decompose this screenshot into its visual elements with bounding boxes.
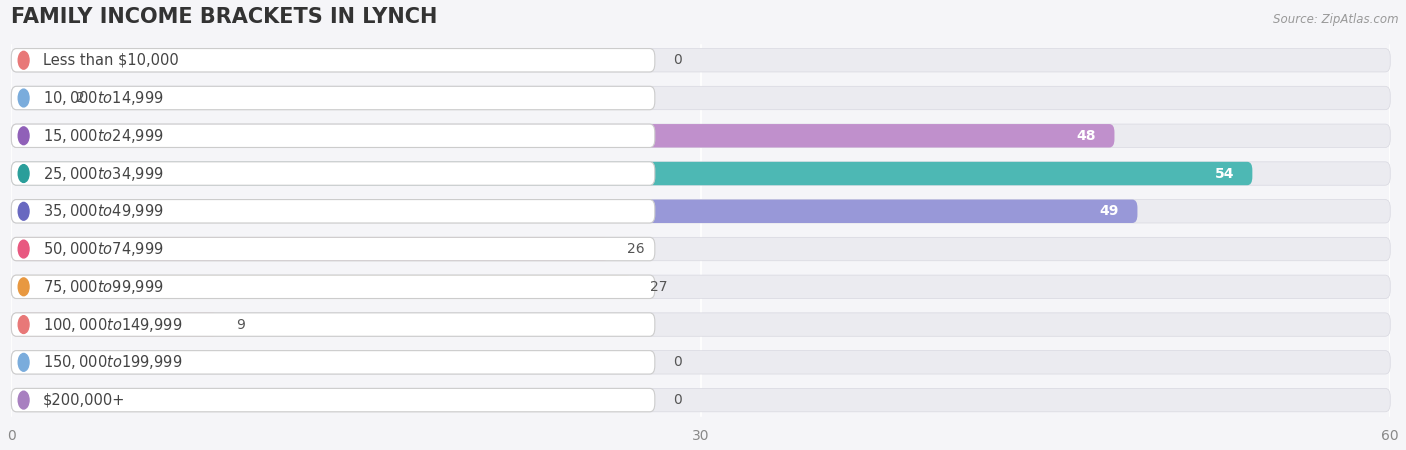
FancyBboxPatch shape xyxy=(11,388,655,412)
Circle shape xyxy=(18,315,30,333)
FancyBboxPatch shape xyxy=(11,86,58,110)
FancyBboxPatch shape xyxy=(11,388,1391,412)
FancyBboxPatch shape xyxy=(11,237,655,261)
Text: $10,000 to $14,999: $10,000 to $14,999 xyxy=(42,89,163,107)
FancyBboxPatch shape xyxy=(11,162,655,185)
Circle shape xyxy=(18,89,30,107)
Circle shape xyxy=(18,51,30,69)
FancyBboxPatch shape xyxy=(11,124,1391,148)
FancyBboxPatch shape xyxy=(11,200,655,223)
FancyBboxPatch shape xyxy=(11,275,631,298)
Circle shape xyxy=(18,165,30,182)
Text: 48: 48 xyxy=(1077,129,1097,143)
Text: Less than $10,000: Less than $10,000 xyxy=(42,53,179,68)
Circle shape xyxy=(18,391,30,409)
Circle shape xyxy=(18,127,30,144)
Text: 26: 26 xyxy=(627,242,645,256)
Circle shape xyxy=(18,240,30,258)
FancyBboxPatch shape xyxy=(11,351,655,374)
FancyBboxPatch shape xyxy=(11,351,1391,374)
FancyBboxPatch shape xyxy=(11,237,609,261)
FancyBboxPatch shape xyxy=(11,313,1391,336)
Circle shape xyxy=(18,278,30,296)
FancyBboxPatch shape xyxy=(11,275,1391,298)
FancyBboxPatch shape xyxy=(11,275,655,298)
Text: 27: 27 xyxy=(650,280,668,294)
FancyBboxPatch shape xyxy=(11,49,1391,72)
FancyBboxPatch shape xyxy=(11,237,1391,261)
Text: $35,000 to $49,999: $35,000 to $49,999 xyxy=(42,202,163,220)
FancyBboxPatch shape xyxy=(11,200,1391,223)
Text: FAMILY INCOME BRACKETS IN LYNCH: FAMILY INCOME BRACKETS IN LYNCH xyxy=(11,7,437,27)
FancyBboxPatch shape xyxy=(11,313,655,336)
Text: $15,000 to $24,999: $15,000 to $24,999 xyxy=(42,127,163,145)
Text: 0: 0 xyxy=(673,393,682,407)
Text: 54: 54 xyxy=(1215,166,1234,180)
FancyBboxPatch shape xyxy=(11,124,655,148)
Text: $50,000 to $74,999: $50,000 to $74,999 xyxy=(42,240,163,258)
Text: $100,000 to $149,999: $100,000 to $149,999 xyxy=(42,315,183,333)
FancyBboxPatch shape xyxy=(11,200,1137,223)
Text: $25,000 to $34,999: $25,000 to $34,999 xyxy=(42,165,163,183)
Text: 9: 9 xyxy=(236,318,246,332)
FancyBboxPatch shape xyxy=(11,86,1391,110)
Text: $75,000 to $99,999: $75,000 to $99,999 xyxy=(42,278,163,296)
FancyBboxPatch shape xyxy=(11,86,655,110)
FancyBboxPatch shape xyxy=(11,124,1115,148)
Text: 0: 0 xyxy=(673,356,682,369)
FancyBboxPatch shape xyxy=(11,49,655,72)
Text: $200,000+: $200,000+ xyxy=(42,392,125,408)
Text: 2: 2 xyxy=(76,91,84,105)
Text: Source: ZipAtlas.com: Source: ZipAtlas.com xyxy=(1274,14,1399,27)
Text: $150,000 to $199,999: $150,000 to $199,999 xyxy=(42,353,183,371)
Circle shape xyxy=(18,353,30,371)
FancyBboxPatch shape xyxy=(11,162,1253,185)
FancyBboxPatch shape xyxy=(11,162,1391,185)
Text: 0: 0 xyxy=(673,53,682,67)
Text: 49: 49 xyxy=(1099,204,1119,218)
Circle shape xyxy=(18,202,30,220)
FancyBboxPatch shape xyxy=(11,313,218,336)
